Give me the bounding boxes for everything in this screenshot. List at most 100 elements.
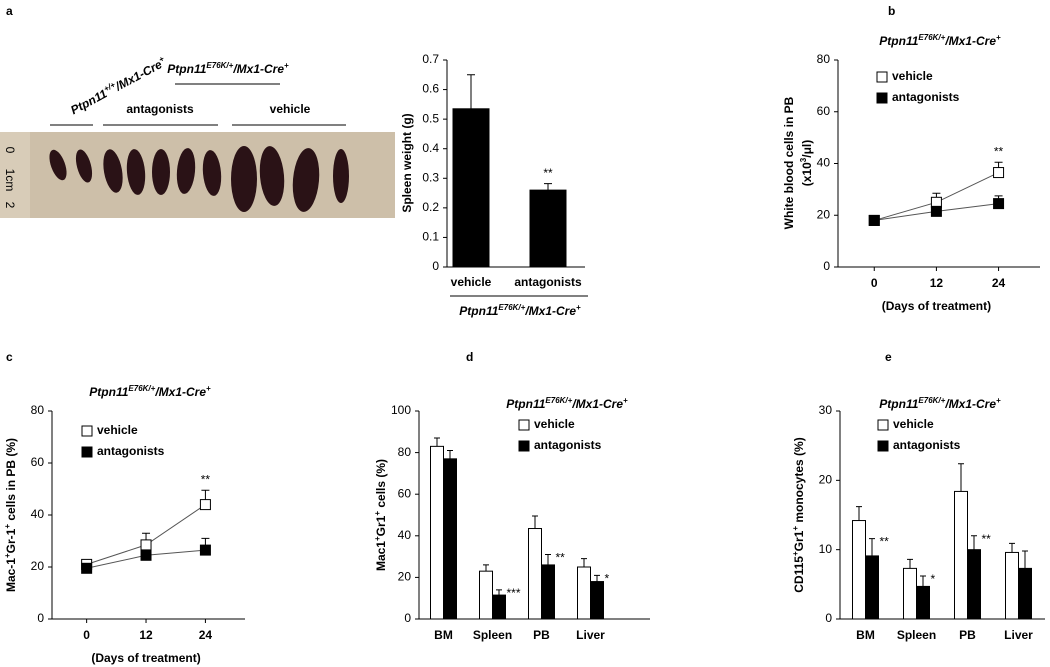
marker <box>930 196 942 208</box>
x-tick-label: Spleen <box>897 628 936 642</box>
chart-title: Ptpn11E76K/+/Mx1-Cre+ <box>89 384 211 400</box>
chart-title: Ptpn11E76K/+/Mx1-Cre+ <box>879 33 1001 49</box>
y-axis-label-part: Gr1 <box>374 515 388 536</box>
bar <box>590 581 604 620</box>
photo-label-part: + <box>157 54 166 64</box>
error-bar <box>496 589 502 596</box>
legend-label: vehicle <box>97 423 138 437</box>
y-axis-label-part: (x10 <box>800 162 814 186</box>
y-tick-label: 0.2 <box>422 200 439 214</box>
bar <box>443 458 457 620</box>
chart-title-part: Ptpn11 <box>879 34 918 48</box>
panel-label: c <box>6 350 13 364</box>
error-bar <box>920 575 926 587</box>
error-bar <box>544 183 552 191</box>
bar <box>967 549 981 620</box>
legend-label: vehicle <box>534 417 575 431</box>
annotation: ** <box>201 472 211 486</box>
photo-label-part: /Mx1-Cre <box>112 57 164 94</box>
y-tick-label: 80 <box>31 403 45 417</box>
bar <box>529 189 567 268</box>
x-tick-label: 0 <box>871 276 878 290</box>
y-axis-label: CD115+Gr1+ monocytes (%) <box>791 437 807 592</box>
photo-label-part: Ptpn11 <box>68 87 109 118</box>
y-tick-label: 0 <box>37 611 44 625</box>
error-bar <box>594 574 600 582</box>
legend-swatch <box>518 440 530 452</box>
chart-title-part: /Mx1-Cre <box>154 385 206 399</box>
chart-title: Ptpn11E76K/+/Mx1-Cre+ <box>879 396 1001 412</box>
legend-swatch <box>876 92 888 104</box>
photo-label: Ptpn11E76K/+/Mx1-Cre+ <box>167 61 289 77</box>
photo-group-lines <box>50 83 346 126</box>
photo-label-part: + <box>284 61 289 70</box>
y-axis-label: Spleen weight (g) <box>400 113 414 212</box>
x-axis-label: (Days of treatment) <box>882 299 991 313</box>
error-bar <box>1022 550 1028 569</box>
marker <box>993 167 1005 179</box>
y-axis-label-part: + <box>791 526 800 531</box>
bar <box>452 108 490 268</box>
error-bar <box>467 74 475 109</box>
x-tick-label: 24 <box>199 628 213 642</box>
legend-swatch <box>876 71 888 83</box>
y-tick-label: 0.7 <box>422 52 439 66</box>
annotation: *** <box>507 586 521 600</box>
legend-swatch <box>81 425 93 437</box>
chart-title-part: + <box>623 396 628 405</box>
y-axis-label-part: + <box>373 511 382 516</box>
chart-title-part: Ptpn11 <box>506 397 545 411</box>
error-bar <box>907 558 913 569</box>
y-tick-label: 30 <box>819 403 833 417</box>
y-axis-label-part: cells (%) <box>374 459 388 511</box>
y-tick-label: 0.5 <box>422 111 439 125</box>
y-axis-label-part: Gr1 <box>792 530 806 551</box>
photo-label-part: Ptpn11 <box>167 62 206 76</box>
bar <box>903 567 917 620</box>
photo-label-part: E76K/+ <box>206 61 233 70</box>
annotation: * <box>931 572 936 586</box>
annotation: ** <box>982 532 992 546</box>
chart-title-part: + <box>996 396 1001 405</box>
y-axis-label: Mac-1+Gr-1+ cells in PB (%) <box>3 438 19 592</box>
error-bar <box>447 450 453 459</box>
error-bar <box>483 564 489 572</box>
x-tick-label: vehicle <box>451 275 492 289</box>
y-tick-label: 80 <box>398 445 412 459</box>
y-tick-label: 0 <box>825 611 832 625</box>
chart-title-part: /Mx1-Cre <box>944 34 996 48</box>
y-tick-label: 0.4 <box>422 141 439 155</box>
marker <box>140 539 152 551</box>
y-axis-label-part: Gr-1 <box>4 528 18 553</box>
chart-title-part: E76K/+ <box>545 396 572 405</box>
bar <box>916 585 930 620</box>
legend-label: vehicle <box>893 417 934 431</box>
y-axis-label-part: CD115 <box>792 556 806 593</box>
marker <box>140 549 152 561</box>
ruler-label: 0 <box>3 147 17 154</box>
y-tick-label: 0.3 <box>422 170 439 184</box>
y-axis-label-part: cells in PB (%) <box>4 438 18 524</box>
x-tick-label: BM <box>856 628 875 642</box>
error-bar <box>856 506 862 521</box>
marker <box>930 205 942 217</box>
y-axis-label-part: + <box>3 553 12 558</box>
bar <box>492 594 506 620</box>
y-tick-label: 0.1 <box>422 230 439 244</box>
y-tick-label: 20 <box>398 570 412 584</box>
y-tick-label: 40 <box>31 507 45 521</box>
marker <box>199 544 211 556</box>
y-axis-label-part: Mac-1 <box>4 558 18 592</box>
bar <box>430 445 444 620</box>
y-tick-label: 60 <box>31 455 45 469</box>
bar <box>1005 551 1019 620</box>
bar <box>541 564 555 620</box>
chart-title: Ptpn11E76K/+/Mx1-Cre+ <box>506 396 628 412</box>
bar <box>865 555 879 620</box>
error-bar <box>434 437 440 447</box>
y-tick-label: 60 <box>817 104 831 118</box>
y-axis-label-part: Mac1 <box>374 541 388 571</box>
ruler-label: 1cm <box>3 169 17 192</box>
error-bar <box>958 463 964 492</box>
